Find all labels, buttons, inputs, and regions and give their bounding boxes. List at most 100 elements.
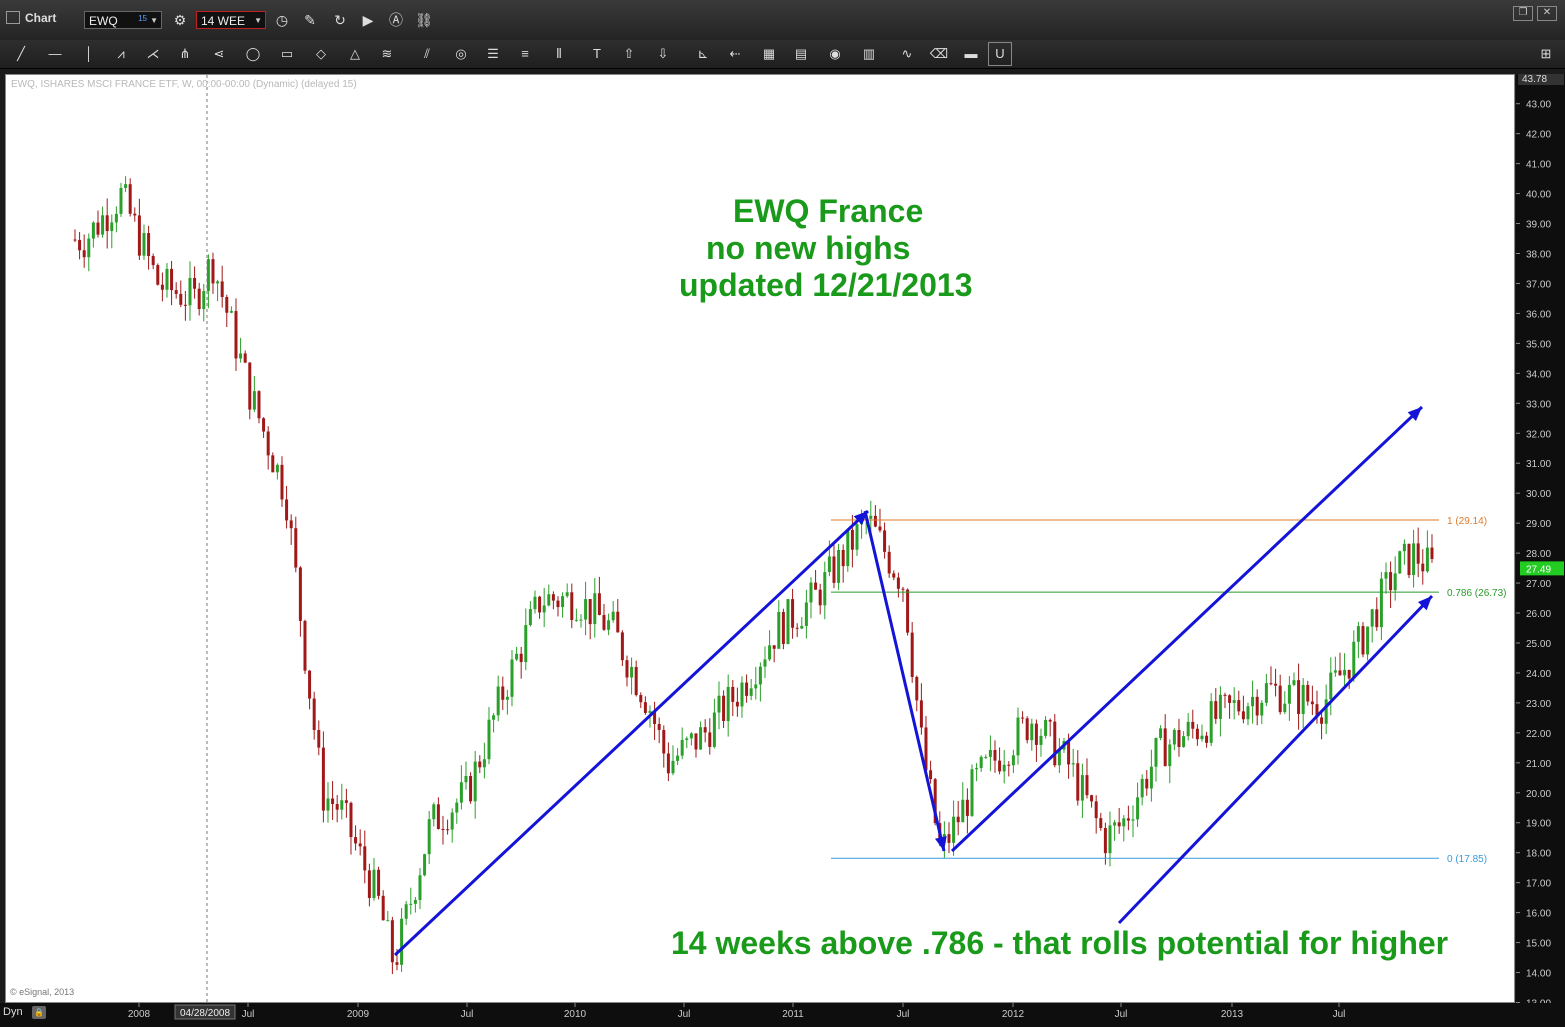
window-title: Chart <box>6 11 56 25</box>
link-icon[interactable]: ⛓ <box>415 12 433 28</box>
parallel-lines-tool-icon[interactable]: ⫽ <box>424 46 430 61</box>
zigzag-tool-icon[interactable]: ⩘ <box>117 46 125 61</box>
arrow-back-tool-icon[interactable]: ⇠ <box>729 46 741 61</box>
fib-high-label: 1 (29.14) <box>1447 516 1487 527</box>
candle-body <box>846 529 850 567</box>
magnet-icon[interactable]: U <box>988 42 1012 66</box>
gann-fan-tool-icon[interactable]: ⋌ <box>146 46 160 61</box>
candle-body <box>303 620 307 671</box>
time-tick-label: 2013 <box>1221 1009 1244 1020</box>
pitchfork-tool-icon[interactable]: ⋔ <box>179 46 191 61</box>
candle-body <box>1398 551 1402 574</box>
symbol-settings-icon[interactable]: ⚙ <box>173 12 187 28</box>
eraser-icon[interactable]: ⌫ <box>929 46 949 61</box>
panel-toggle-icon[interactable]: ⊞ <box>1540 46 1552 61</box>
time-tick-label: Jul <box>1333 1009 1346 1020</box>
interval-dropdown-icon[interactable]: ▼ <box>254 16 262 25</box>
candle-body <box>887 551 891 574</box>
candle-body <box>1002 764 1006 772</box>
candle-body <box>501 686 505 700</box>
wave-tool-icon[interactable]: ∿ <box>901 46 913 61</box>
clock-icon[interactable]: ◷ <box>275 12 289 28</box>
arrow-projected-upside[interactable] <box>950 405 1424 853</box>
time-axis[interactable]: Dyn 🔒 2008 Jul 2009 Jul 2010 Jul 2011 Jul 2012 Ju… <box>0 1003 1565 1027</box>
candle-body <box>1021 717 1025 719</box>
refresh-icon[interactable]: ↻ <box>334 12 346 28</box>
rectangle-tool-icon[interactable]: ▭ <box>280 46 294 61</box>
candle-body <box>538 596 542 613</box>
candle-body <box>188 277 192 306</box>
trendline-tool-icon[interactable]: ╱ <box>17 46 25 61</box>
fan-lines-tool-icon[interactable]: ⋖ <box>213 46 225 61</box>
fib-mid-label: 0.786 (26.73) <box>1447 588 1507 599</box>
candle-body <box>441 828 445 830</box>
candle-body <box>1025 718 1029 741</box>
candle-body <box>510 659 514 697</box>
interval-value: 14 WEE <box>201 14 246 28</box>
candle-body <box>1131 819 1135 821</box>
candle-body <box>680 739 684 756</box>
candle-body <box>1080 775 1084 801</box>
restore-button[interactable]: ❐ <box>1513 6 1533 21</box>
comment-tool-icon[interactable]: ▬ <box>964 46 978 61</box>
candle-body <box>1260 702 1264 716</box>
candle-body <box>611 611 615 621</box>
interval-input[interactable]: 14 WEE ▼ <box>196 11 266 29</box>
copyright-text: © eSignal, 2013 <box>10 987 75 997</box>
vertical-line-tool-icon[interactable]: │ <box>84 46 94 61</box>
candle-body <box>91 222 95 239</box>
arrow-bottom-note-to-price[interactable] <box>1117 594 1434 925</box>
alert-icon[interactable]: Ⓐ <box>389 12 403 28</box>
price-chart[interactable]: 1 (29.14) 0.786 (26.73) 0 (17.85) <box>6 75 1514 1002</box>
price-axis[interactable]: 43.00 42.00 41.00 40.00 39.00 38.00 37.00 36.00… <box>1516 72 1565 1010</box>
triangle-tool-icon[interactable]: △ <box>350 46 360 61</box>
fib-extension-tool-icon[interactable]: ≡ <box>521 46 529 61</box>
horizontal-line-tool-icon[interactable]: — <box>48 46 62 61</box>
dynamic-label[interactable]: Dyn <box>3 1006 23 1018</box>
candle-body <box>266 431 270 456</box>
candle-body <box>597 593 601 615</box>
arrow-2009-to-2011-high[interactable] <box>393 509 870 957</box>
symbol-dropdown-icon[interactable]: ▼ <box>150 16 158 25</box>
fib-circles-tool-icon[interactable]: ◎ <box>455 46 467 61</box>
ellipse-tool-icon[interactable]: ◯ <box>245 46 261 61</box>
diamond-tool-icon[interactable]: ◇ <box>316 46 326 61</box>
text-tool-icon[interactable]: T <box>593 46 601 61</box>
price-tick-label: 41.00 <box>1526 160 1551 171</box>
candle-body <box>574 619 578 621</box>
down-arrow-tool-icon[interactable]: ⇩ <box>657 46 669 61</box>
pti-tool-icon[interactable]: ▥ <box>862 46 876 61</box>
candle-body <box>1352 641 1356 679</box>
candle-body <box>1274 683 1278 686</box>
close-button[interactable]: ✕ <box>1537 6 1557 21</box>
candle-body <box>1094 801 1098 819</box>
candle-body <box>1269 683 1273 685</box>
lock-icon[interactable]: 🔒 <box>32 1006 46 1019</box>
drawing-toolbar: ╱ — │ ⩘ ⋌ ⋔ ⋖ ◯ ▭ ◇ △ ≋ ⫽ ◎ ☰ ≡ ⦀ T ⇧ ⇩ … <box>0 40 1565 69</box>
up-arrow-tool-icon[interactable]: ⇧ <box>623 46 635 61</box>
mob-tool-icon[interactable]: ▤ <box>794 46 808 61</box>
fib-retracement-tool-icon[interactable]: ☰ <box>487 46 499 61</box>
candle-body <box>910 632 914 677</box>
candle-body <box>791 599 795 628</box>
fib-time-tool-icon[interactable]: ⦀ <box>556 46 562 61</box>
candle-body <box>1315 704 1319 718</box>
symbol-input[interactable]: EWQ 15 ▼ <box>84 11 162 29</box>
candle-body <box>625 660 629 678</box>
arrow-2011-decline[interactable] <box>863 510 946 852</box>
candle-body <box>1297 680 1301 714</box>
chart-panel[interactable]: 1 (29.14) 0.786 (26.73) 0 (17.85) EWQ, I… <box>5 74 1515 1003</box>
play-icon[interactable]: ▶ <box>362 12 374 28</box>
candle-body <box>1310 701 1314 705</box>
candle-body <box>1076 763 1080 801</box>
pencil-icon[interactable]: ✎ <box>304 12 316 28</box>
price-tick-label: 19.00 <box>1526 819 1551 830</box>
candle-body <box>1255 696 1259 716</box>
candle-body <box>179 293 183 305</box>
grid-tool-icon[interactable]: ▦ <box>762 46 776 61</box>
axis-tool-icon[interactable]: ⊾ <box>697 46 709 61</box>
time-cycle-tool-icon[interactable]: ◉ <box>829 46 841 61</box>
candle-body <box>372 869 376 898</box>
channel-tool-icon[interactable]: ≋ <box>381 46 393 61</box>
candle-body <box>1292 680 1296 685</box>
